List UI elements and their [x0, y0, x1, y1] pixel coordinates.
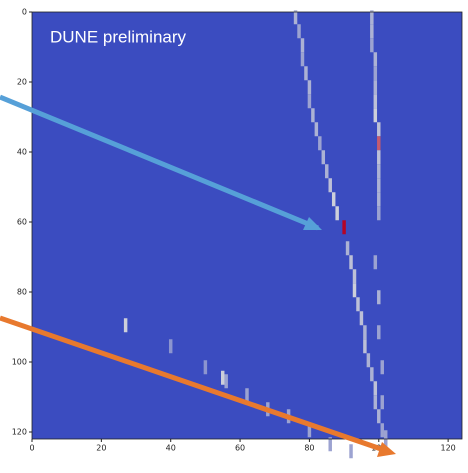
cell [124, 318, 127, 332]
cell [370, 24, 373, 38]
cell [377, 325, 380, 339]
cell [374, 255, 377, 269]
cell [377, 192, 380, 206]
cell [367, 353, 370, 367]
cell [374, 381, 377, 395]
cell [335, 206, 338, 220]
cell [353, 269, 356, 283]
cell [349, 255, 352, 269]
cell [370, 38, 373, 52]
cell [363, 339, 366, 353]
y-tick-label: 80 [17, 288, 27, 297]
cell [377, 178, 380, 192]
x-tick-label: 120 [440, 444, 455, 453]
cell [377, 409, 380, 423]
chart: DUNE preliminary 02040608010012002040608… [0, 0, 468, 469]
cell [374, 395, 377, 409]
x-tick-label: 40 [166, 444, 176, 453]
cell [342, 220, 345, 234]
cell [377, 136, 380, 150]
annotation: DUNE preliminary [50, 27, 187, 46]
cell [349, 444, 352, 458]
cell [325, 164, 328, 178]
cell [297, 24, 300, 38]
cell [377, 164, 380, 178]
cell [204, 360, 207, 374]
cell [377, 150, 380, 164]
cell [304, 66, 307, 80]
cell [384, 430, 387, 444]
cell [221, 371, 224, 385]
plot-background [32, 12, 462, 439]
cell [315, 122, 318, 136]
cell [346, 241, 349, 255]
cell [374, 94, 377, 108]
x-tick-label: 0 [29, 444, 34, 453]
cell [353, 283, 356, 297]
cell [381, 423, 384, 437]
cell [356, 297, 359, 311]
y-tick-label: 100 [12, 358, 27, 367]
cell [381, 360, 384, 374]
cell [374, 52, 377, 66]
y-tick-label: 20 [17, 78, 27, 87]
cell [224, 374, 227, 388]
cell [328, 178, 331, 192]
cell [301, 52, 304, 66]
cell [301, 38, 304, 52]
x-tick-label: 20 [96, 444, 106, 453]
y-tick-label: 120 [12, 428, 27, 437]
cell [374, 66, 377, 80]
cell [377, 206, 380, 220]
cell [308, 80, 311, 94]
cell [311, 108, 314, 122]
cell [363, 325, 366, 339]
cell [381, 395, 384, 409]
x-tick-label: 80 [304, 444, 314, 453]
cell [322, 150, 325, 164]
y-tick-label: 0 [22, 8, 27, 17]
cell [374, 108, 377, 122]
x-tick-label: 60 [235, 444, 245, 453]
cell [308, 94, 311, 108]
cell [374, 80, 377, 94]
cell [377, 290, 380, 304]
cell [318, 136, 321, 150]
y-tick-label: 40 [17, 148, 27, 157]
cell [332, 192, 335, 206]
cell [169, 339, 172, 353]
cell [360, 311, 363, 325]
page: {"chart_data": {"type": "heatmap", "anno… [0, 0, 468, 469]
cell [370, 367, 373, 381]
y-tick-label: 60 [17, 218, 27, 227]
cell [377, 122, 380, 136]
